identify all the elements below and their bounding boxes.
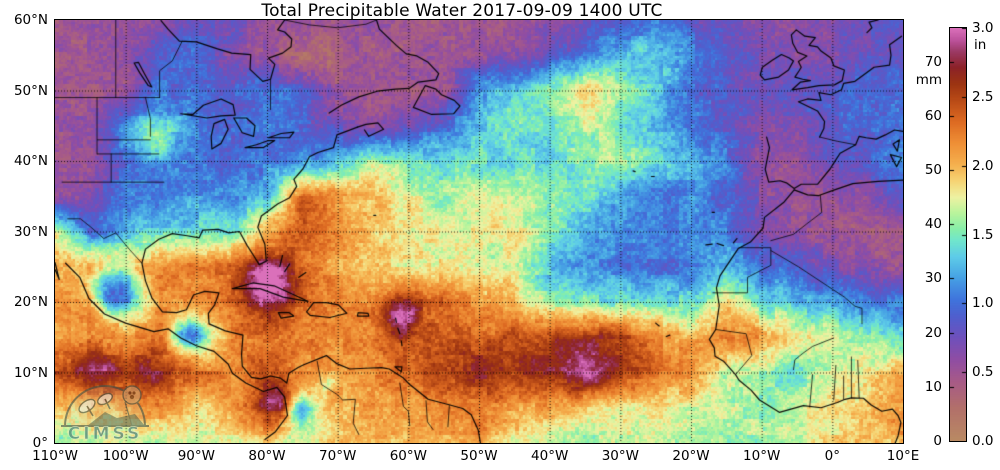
colorbar-mm-tick-label: 0 [933,433,942,449]
lat-tick-label: 30°N [13,223,48,240]
colorbar-mm-tick-label: 50 [924,162,942,178]
colorbar-in-tick-label: 1.5 [972,226,994,243]
colorbar-in-tick-label: 2.0 [972,157,994,174]
logo-text: CIMSS [68,424,142,442]
colorbar-in-unit: in [974,37,987,53]
tpw-field-map [55,20,903,443]
lon-tick-label: 100°W [102,448,149,464]
colorbar-in-tick-label: 0.5 [972,364,994,381]
lon-tick-label: 30°W [601,448,639,464]
lon-tick-label: 10°E [886,448,920,464]
map-frame: CIMSS [54,19,904,444]
lon-tick-label: 70°W [319,448,357,464]
lat-tick-label: 60°N [13,12,48,28]
lat-tick-label: 10°N [13,364,48,381]
lat-tick-label: 0° [32,435,48,451]
lon-tick-label: 60°W [389,448,427,464]
lon-tick-label: 80°W [248,448,286,464]
colorbar-mm-unit: mm [915,71,942,88]
colorbar-mm-tick-label: 30 [924,270,942,287]
colorbar [949,27,967,442]
colorbar-in-tick-label: 1.0 [972,295,994,312]
colorbar-mm-tick-label: 20 [924,324,942,341]
colorbar-in-tick-label: 3.0 [972,20,994,36]
colorbar-mm-tick-label: 10 [924,378,942,395]
latitude-axis: 60°N 50°N 40°N 30°N 20°N 10°N 0° [0,0,51,470]
colorbar-mm-tick-label: 70 [924,53,942,70]
colorbar-in-tick-label: 0.0 [972,433,994,449]
cimss-logo: CIMSS [61,385,149,442]
page-title: Total Precipitable Water 2017-09-09 1400… [261,1,663,21]
lon-tick-label: 40°W [531,448,569,464]
lat-tick-label: 20°N [13,294,48,310]
colorbar-gradient [950,28,966,441]
colorbar-mm-tick-label: 60 [924,107,942,124]
lon-tick-label: 20°W [672,448,710,464]
colorbar-in-tick-label: 2.5 [972,88,994,105]
lat-tick-label: 40°N [13,153,48,169]
colorbar-mm-tick-label: 40 [924,216,942,233]
lon-tick-label: 90°W [177,448,215,464]
lon-tick-label: 10°W [743,448,781,464]
lat-tick-label: 50°N [13,82,48,99]
lon-tick-label: 110°W [32,448,78,464]
lon-tick-label: 50°W [460,448,498,464]
lon-tick-label: 0° [824,448,840,464]
